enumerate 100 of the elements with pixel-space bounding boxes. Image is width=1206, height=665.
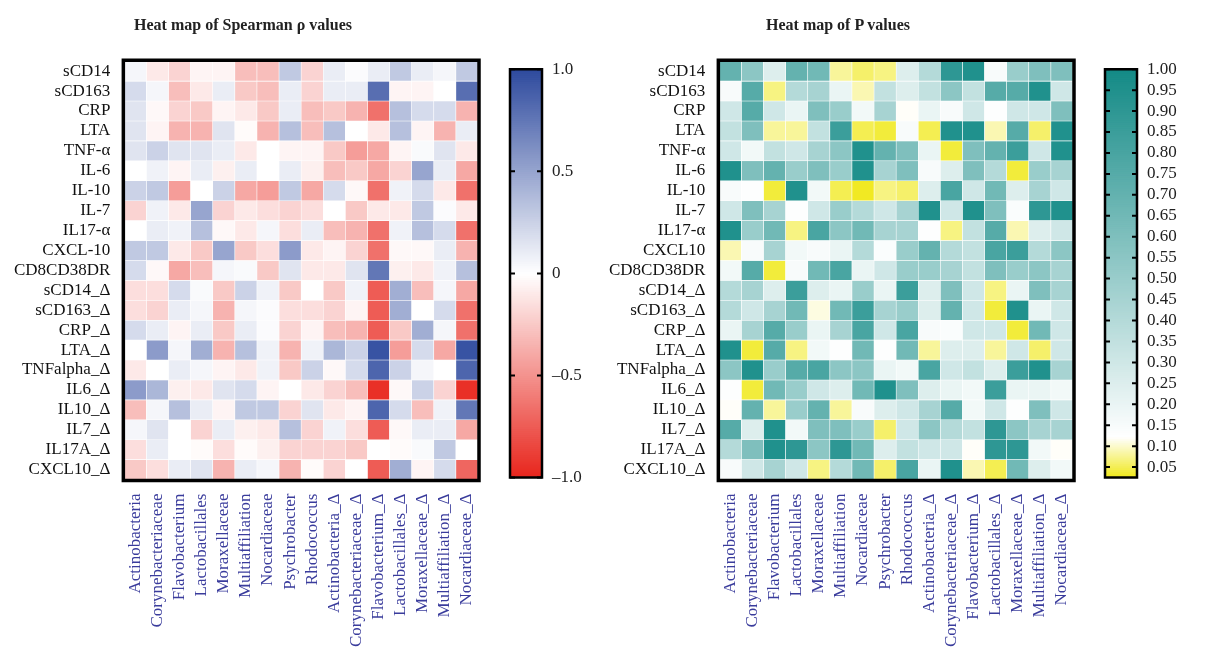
y-tick-label: IL-6 xyxy=(80,160,111,180)
color-bar-label: 0.50 xyxy=(1147,268,1177,288)
y-tick-label: IL6_Δ xyxy=(66,379,111,399)
color-bar-label: 0.30 xyxy=(1147,351,1177,371)
x-tick-label: Lactobacillales_Δ xyxy=(985,493,1005,616)
y-tick-label: CD8CD38DR xyxy=(608,259,706,279)
y-tick-label: IL7_Δ xyxy=(66,419,111,439)
y-tick-label: IL-6 xyxy=(675,160,706,180)
color-bar-label: 0.60 xyxy=(1147,226,1177,246)
color-bar-label: 0 xyxy=(552,262,561,282)
x-tick-label: Psychrobacter xyxy=(279,493,299,590)
x-tick-label: Corynebacteriaceae_Δ xyxy=(940,493,960,647)
y-tick-label: TNF-α xyxy=(63,140,111,160)
x-tick-label: Nocardiaceae_Δ xyxy=(1051,493,1071,606)
y-tick-label: sCD14 xyxy=(63,60,111,80)
color-bar-label: 0.05 xyxy=(1147,456,1177,476)
x-tick-label: Multiaffiliation xyxy=(830,493,850,599)
x-tick-label: Nocardiaceae xyxy=(257,493,277,587)
color-bar-label: 1.00 xyxy=(1147,58,1177,78)
y-tick-label: CRP xyxy=(673,100,706,120)
y-tick-label: IL-10 xyxy=(666,180,706,200)
x-tick-label: Moraxellaceae_Δ xyxy=(412,493,432,614)
y-tick-label: CRP xyxy=(78,100,111,120)
x-tick-label: Corynebacteriaceae_Δ xyxy=(345,493,365,647)
x-tick-label: Lactobacillales xyxy=(191,493,211,597)
y-tick-label: sCD14_Δ xyxy=(43,279,111,299)
color-bar-label: 0.20 xyxy=(1147,393,1177,413)
color-bar-label: 0.55 xyxy=(1147,247,1177,267)
color-bar-label: 0.75 xyxy=(1147,163,1177,183)
y-tick-label: IL17A_Δ xyxy=(45,439,111,459)
color-bar-label: 0.40 xyxy=(1147,309,1177,329)
y-tick-label: TNFalpha_Δ xyxy=(21,359,111,379)
x-tick-label: Corynebacteriaceae xyxy=(741,493,761,628)
x-tick-label: Lactobacillales xyxy=(786,493,806,597)
y-tick-label: IL-7 xyxy=(675,200,706,220)
color-bar-label: –0.5 xyxy=(551,364,582,384)
chart-title: Heat map of Spearman ρ values xyxy=(134,15,352,34)
y-tick-label: sCD163_Δ xyxy=(35,299,111,319)
chart-title: Heat map of P values xyxy=(766,15,910,34)
y-tick-label: LTA xyxy=(80,120,112,140)
x-tick-label: Actinobacteria_Δ xyxy=(918,493,938,614)
y-tick-label: TNF-α xyxy=(658,140,706,160)
y-tick-label: IL17-α xyxy=(657,220,706,239)
color-bar-label: 0.15 xyxy=(1147,414,1177,434)
y-tick-label: sCD14_Δ xyxy=(638,279,706,299)
x-tick-label: Actinobacteria xyxy=(719,493,739,594)
x-tick-label: Flavobacterium xyxy=(764,493,784,601)
y-tick-label: TNFalpha_Δ xyxy=(616,359,706,379)
color-bar-label: 0.25 xyxy=(1147,372,1177,392)
y-tick-label: IL7_Δ xyxy=(661,419,706,439)
y-tick-label: IL17-α xyxy=(62,220,111,239)
x-tick-label: Nocardiaceae_Δ xyxy=(456,493,476,606)
y-tick-label: sCD163_Δ xyxy=(630,299,706,319)
x-tick-label: Flavobacterium_Δ xyxy=(963,493,982,620)
color-bar-label: 0.10 xyxy=(1147,435,1177,455)
color-bar-label: 0.95 xyxy=(1147,79,1177,99)
color-bar-label: 0.80 xyxy=(1147,142,1177,162)
x-tick-label: Flavobacterium xyxy=(169,493,189,601)
x-tick-label: Moraxellaceae xyxy=(213,493,233,594)
x-tick-label: Multiaffiliation xyxy=(235,493,255,599)
y-tick-label: LTA xyxy=(675,120,707,140)
x-tick-label: Moraxellaceae xyxy=(808,493,828,594)
y-tick-label: CXCL10_Δ xyxy=(28,459,111,479)
x-tick-label: Moraxellaceae_Δ xyxy=(1007,493,1027,614)
y-tick-label: CRP_Δ xyxy=(653,319,706,339)
y-tick-label: IL6_Δ xyxy=(661,379,706,399)
y-tick-label: sCD163 xyxy=(649,80,706,100)
y-tick-label: CRP_Δ xyxy=(58,319,111,339)
color-bar-label: 0.70 xyxy=(1147,184,1177,204)
y-tick-label: CXCL10_Δ xyxy=(623,459,706,479)
x-tick-label: Nocardiaceae xyxy=(852,493,872,587)
y-tick-label: LTA_Δ xyxy=(60,339,111,359)
color-bar-label: 0.5 xyxy=(552,160,574,180)
x-tick-label: Lactobacillales_Δ xyxy=(390,493,410,616)
x-tick-label: Multiaffiliation_Δ xyxy=(1029,493,1049,618)
y-tick-label: LTA_Δ xyxy=(655,339,706,359)
y-tick-label: CXCL-10 xyxy=(42,239,111,259)
x-tick-label: Actinobacteria xyxy=(124,493,144,594)
x-tick-label: Corynebacteriaceae xyxy=(146,493,166,628)
color-bar-label: 0.45 xyxy=(1147,289,1177,309)
color-bar-label: –1.0 xyxy=(551,467,582,487)
color-bar-label: 0.35 xyxy=(1147,330,1177,350)
x-tick-label: Psychrobacter xyxy=(874,493,894,590)
y-tick-label: CXCL10 xyxy=(643,239,706,259)
color-bar-label: 0.90 xyxy=(1147,100,1177,120)
y-tick-label: CD8CD38DR xyxy=(13,259,111,279)
y-tick-label: IL-7 xyxy=(80,200,111,220)
x-tick-label: Rhodococcus xyxy=(896,493,916,586)
color-bar-label: 0.65 xyxy=(1147,205,1177,225)
y-tick-label: IL10_Δ xyxy=(652,399,706,419)
color-bar-label: 1.0 xyxy=(552,58,574,78)
y-tick-label: sCD163 xyxy=(54,80,111,100)
x-tick-label: Actinobacteria_Δ xyxy=(323,493,343,614)
x-tick-label: Flavobacterium_Δ xyxy=(368,493,387,620)
x-tick-label: Rhodococcus xyxy=(301,493,321,586)
y-tick-label: IL-10 xyxy=(71,180,111,200)
color-bar-label: 0.85 xyxy=(1147,121,1177,141)
y-tick-label: IL17A_Δ xyxy=(640,439,706,459)
x-tick-label: Multiaffiliation_Δ xyxy=(434,493,454,618)
y-tick-label: sCD14 xyxy=(658,60,706,80)
